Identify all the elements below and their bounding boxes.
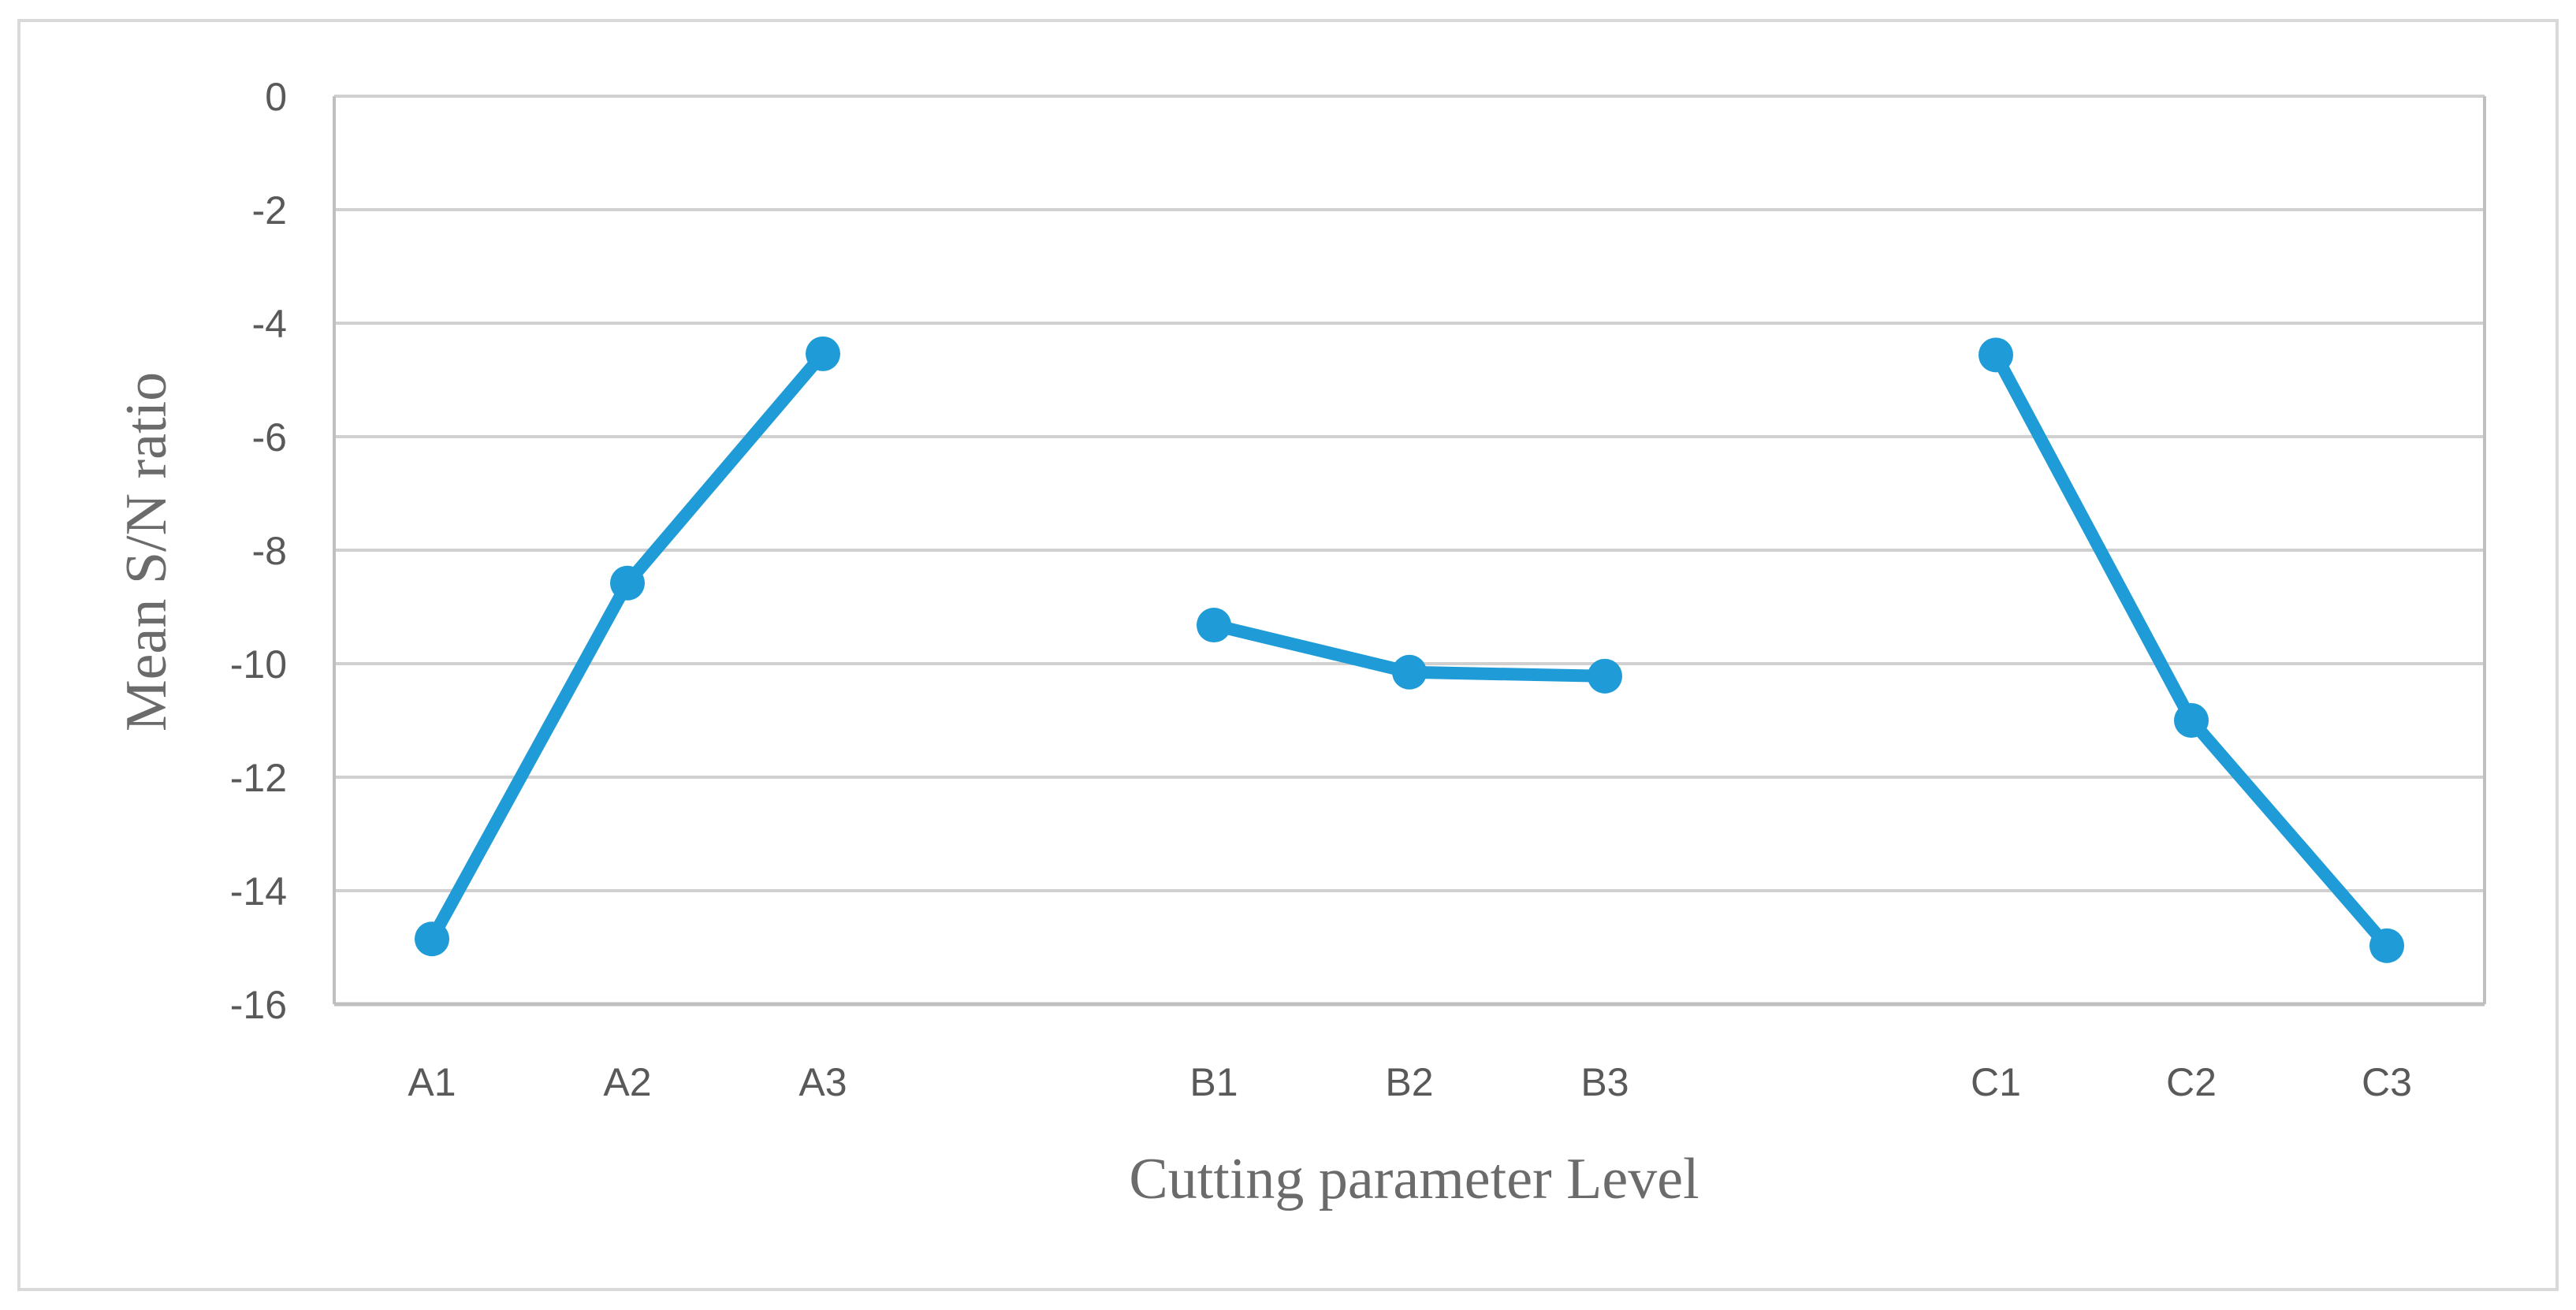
x-tick-label: C2 <box>2166 1060 2217 1104</box>
data-point <box>2369 928 2404 963</box>
data-point <box>610 565 645 601</box>
x-tick-label: B1 <box>1189 1060 1238 1104</box>
y-tick-label: -16 <box>230 983 287 1027</box>
data-point <box>1197 608 1231 643</box>
series-points <box>415 336 2404 963</box>
x-tick-label: B2 <box>1385 1060 1433 1104</box>
y-tick-label: -12 <box>230 756 287 800</box>
x-axis-tick-labels: A1 A2 A3 B1 B2 B3 C1 C2 C3 <box>408 1060 2412 1104</box>
x-tick-label: C1 <box>1971 1060 2021 1104</box>
data-point <box>415 921 449 957</box>
series-line <box>1990 352 2392 951</box>
y-tick-label: -4 <box>252 302 287 346</box>
data-point <box>1588 658 1622 694</box>
x-tick-label: C3 <box>2362 1060 2412 1104</box>
data-point <box>2174 703 2209 738</box>
x-tick-label: B3 <box>1580 1060 1629 1104</box>
x-tick-label: A1 <box>408 1060 456 1104</box>
y-tick-label: 0 <box>265 75 287 119</box>
series-lines <box>426 349 2392 951</box>
y-tick-label: -14 <box>230 869 287 914</box>
series-line <box>426 349 828 943</box>
y-tick-label: -8 <box>252 529 287 573</box>
y-tick-label: -10 <box>230 642 287 687</box>
y-axis-tick-labels: 0 -2 -4 -6 -8 -10 -12 -14 -16 <box>230 75 287 1027</box>
y-axis-title: Mean S/N ratio <box>114 372 179 731</box>
x-tick-label: A2 <box>603 1060 651 1104</box>
y-tick-label: -2 <box>252 188 287 233</box>
data-point <box>806 336 840 371</box>
gridlines <box>333 95 2486 1007</box>
y-tick-label: -6 <box>252 415 287 460</box>
x-tick-label: A3 <box>798 1060 847 1104</box>
x-axis-title: Cutting parameter Level <box>1129 1147 1699 1211</box>
data-point <box>1979 337 2013 373</box>
chart-frame <box>17 19 2559 1291</box>
data-point <box>1392 654 1427 690</box>
